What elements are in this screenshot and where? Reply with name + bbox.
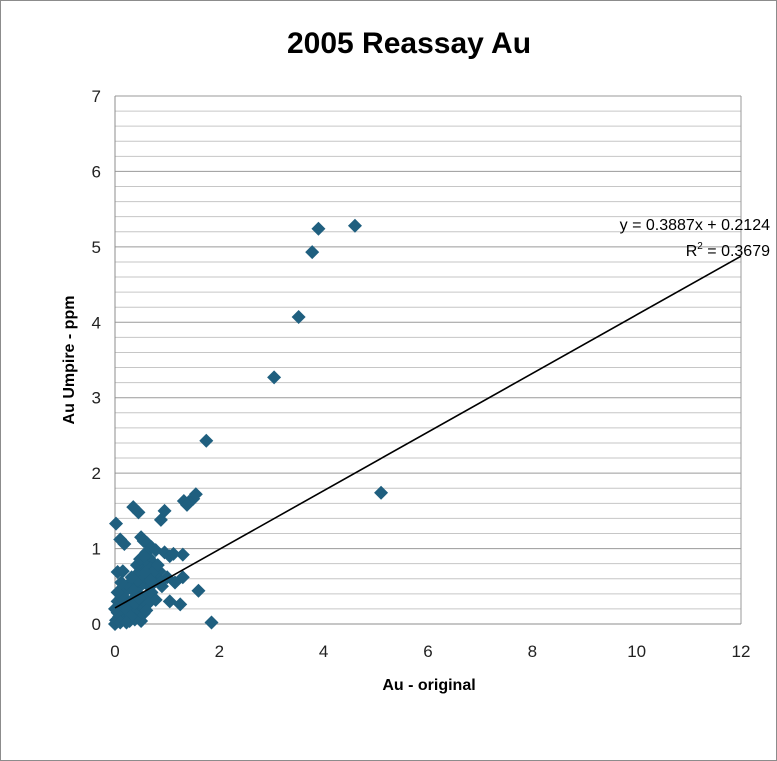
x-tick-label: 6: [423, 642, 432, 661]
y-tick-label: 3: [92, 389, 101, 408]
x-tick-label: 4: [319, 642, 328, 661]
data-point: [175, 547, 190, 562]
trendline: [114, 255, 742, 609]
y-tick-label: 1: [92, 540, 101, 559]
data-point: [131, 591, 146, 606]
r2-superscript: 2: [697, 241, 703, 252]
y-tick-labels: 0 1 2 3 4 5 6 7: [92, 87, 101, 634]
y-tick-label: 2: [92, 464, 101, 483]
x-tick-label: 12: [732, 642, 751, 661]
data-point: [347, 218, 362, 233]
data-point: [191, 583, 206, 598]
data-point: [291, 310, 306, 325]
x-tick-label: 2: [215, 642, 224, 661]
data-point: [166, 546, 181, 561]
data-point: [153, 512, 168, 527]
data-point: [131, 505, 146, 520]
data-point: [162, 594, 177, 609]
data-point: [117, 537, 132, 552]
data-points: [108, 218, 389, 631]
y-tick-label: 4: [92, 313, 101, 332]
data-point: [124, 570, 139, 585]
x-tick-label: 10: [627, 642, 646, 661]
data-point: [136, 549, 151, 564]
data-point: [311, 221, 326, 236]
data-point: [267, 370, 282, 385]
gridlines: [115, 95, 741, 625]
y-tick-label: 6: [92, 162, 101, 181]
data-point: [119, 615, 134, 630]
data-point: [109, 516, 124, 531]
y-tick-label: 7: [92, 87, 101, 106]
trendline-r2: R2 = 0.3679: [686, 241, 770, 260]
x-axis-title: Au - original: [382, 677, 475, 694]
data-point: [143, 573, 158, 588]
r2-prefix: R: [686, 243, 698, 260]
axes: [114, 96, 742, 625]
y-axis-title: Au Umpire - ppm: [61, 296, 78, 425]
x-tick-labels: 0 2 4 6 8 10 12: [110, 642, 750, 661]
x-tick-label: 0: [110, 642, 119, 661]
data-point: [204, 615, 219, 630]
data-point: [199, 433, 214, 448]
trendline-equation: y = 0.3887x + 0.2124: [620, 217, 770, 234]
data-point: [114, 575, 129, 590]
data-point: [115, 564, 130, 579]
y-tick-label: 0: [92, 615, 101, 634]
data-point: [374, 485, 389, 500]
x-tick-label: 8: [528, 642, 537, 661]
chart-title: 2005 Reassay Au: [287, 27, 531, 60]
y-tick-label: 5: [92, 238, 101, 257]
data-point: [179, 497, 194, 512]
trendline-line: [114, 255, 742, 609]
data-point: [139, 603, 154, 618]
data-point: [150, 558, 165, 573]
data-point: [173, 597, 188, 612]
data-point: [305, 245, 320, 260]
r2-value: = 0.3679: [703, 243, 770, 260]
